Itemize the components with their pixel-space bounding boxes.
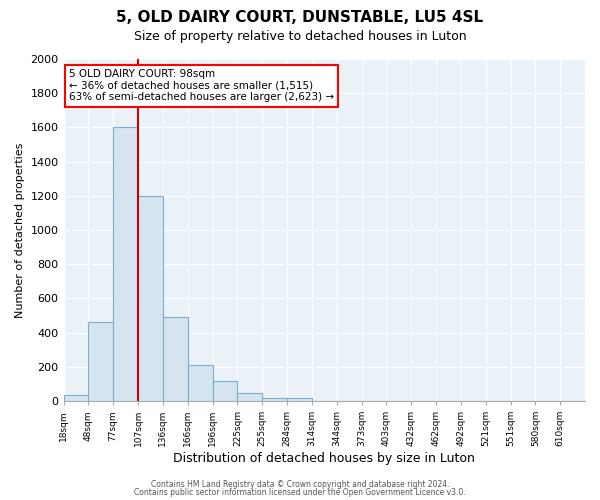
Bar bbox=[64, 395, 88, 401]
Text: 5, OLD DAIRY COURT, DUNSTABLE, LU5 4SL: 5, OLD DAIRY COURT, DUNSTABLE, LU5 4SL bbox=[116, 10, 484, 25]
Bar bbox=[138, 196, 163, 401]
Bar bbox=[163, 317, 188, 401]
Bar bbox=[113, 128, 138, 401]
Bar bbox=[262, 398, 287, 401]
Bar bbox=[287, 398, 312, 401]
X-axis label: Distribution of detached houses by size in Luton: Distribution of detached houses by size … bbox=[173, 452, 475, 465]
Text: Size of property relative to detached houses in Luton: Size of property relative to detached ho… bbox=[134, 30, 466, 43]
Bar bbox=[88, 322, 113, 401]
Y-axis label: Number of detached properties: Number of detached properties bbox=[15, 142, 25, 318]
Text: 5 OLD DAIRY COURT: 98sqm
← 36% of detached houses are smaller (1,515)
63% of sem: 5 OLD DAIRY COURT: 98sqm ← 36% of detach… bbox=[69, 70, 334, 102]
Bar bbox=[238, 394, 262, 401]
Bar bbox=[212, 382, 238, 401]
Bar bbox=[188, 365, 212, 401]
Text: Contains public sector information licensed under the Open Government Licence v3: Contains public sector information licen… bbox=[134, 488, 466, 497]
Text: Contains HM Land Registry data © Crown copyright and database right 2024.: Contains HM Land Registry data © Crown c… bbox=[151, 480, 449, 489]
